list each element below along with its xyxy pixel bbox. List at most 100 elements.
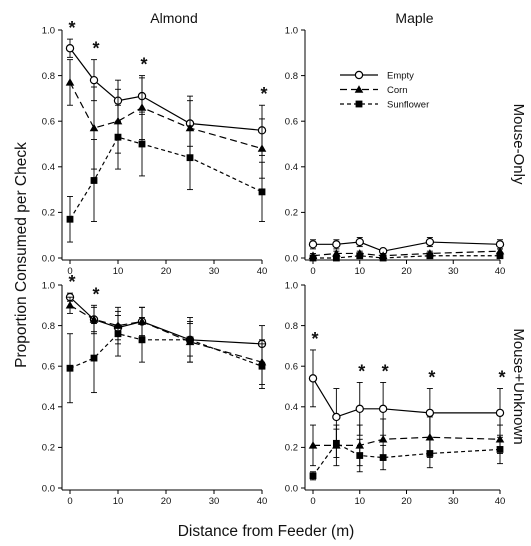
y-tick-label: 0.8 — [42, 321, 55, 332]
significance-marker: * — [92, 39, 99, 59]
series-line — [313, 241, 501, 252]
y-tick-label: 0.2 — [42, 443, 55, 454]
significance-marker: * — [92, 284, 99, 304]
significance-marker: * — [498, 368, 505, 388]
data-point — [332, 254, 340, 262]
x-tick-label: 20 — [161, 266, 172, 277]
x-tick-label: 30 — [209, 496, 220, 507]
series-empty — [308, 349, 505, 446]
y-tick-label: 1.0 — [285, 25, 298, 36]
series-sunflower — [66, 104, 266, 243]
y-tick-label: 0.0 — [285, 253, 298, 264]
series-line — [313, 436, 501, 446]
y-tick-label: 1.0 — [285, 280, 298, 291]
x-tick-label: 0 — [310, 266, 315, 277]
y-tick-label: 0.4 — [42, 162, 55, 173]
data-point — [89, 315, 99, 323]
x-tick-label: 10 — [354, 496, 365, 507]
x-tick-label: 10 — [354, 266, 365, 277]
data-point — [65, 301, 75, 309]
x-tick-label: 40 — [257, 266, 268, 277]
panel-3: 0.0 0.2 0.4 0.6 0.8 1.0 0 10 20 30 40 * * — [42, 272, 268, 507]
y-tick-label: 0.0 — [42, 483, 55, 494]
legend-label: Empty — [387, 71, 414, 82]
data-point — [309, 472, 317, 480]
data-point — [378, 404, 388, 414]
legend-marker — [354, 70, 364, 80]
legend-marker — [354, 85, 364, 93]
significance-marker: * — [358, 361, 365, 381]
data-point — [186, 336, 194, 344]
y-tick-label: 0.2 — [285, 443, 298, 454]
data-point — [426, 252, 434, 260]
y-tick-label: 1.0 — [42, 280, 55, 291]
y-tick-label: 0.8 — [285, 71, 298, 82]
data-point — [90, 354, 98, 362]
y-tick-label: 0.4 — [42, 402, 55, 413]
data-point — [309, 254, 317, 262]
data-point — [308, 240, 318, 249]
row-label: Mouse-Only — [510, 104, 527, 185]
x-tick-label: 10 — [113, 496, 124, 507]
data-point — [138, 336, 146, 344]
y-tick-label: 0.2 — [42, 208, 55, 219]
panel-title: Maple — [395, 10, 433, 26]
significance-marker: * — [260, 84, 267, 104]
data-point — [426, 450, 434, 457]
data-point — [65, 78, 75, 86]
significance-marker: * — [428, 368, 435, 388]
series-line — [69, 47, 263, 131]
data-point — [90, 177, 98, 184]
data-point — [114, 330, 122, 338]
row-label: Mouse+Unknown — [510, 328, 527, 444]
series-corn — [65, 296, 267, 385]
legend-label: Corn — [387, 85, 408, 96]
legend: Empty Corn Sunflower — [340, 71, 429, 111]
series-line — [69, 333, 263, 369]
data-point — [308, 441, 318, 449]
data-point — [379, 454, 387, 461]
y-tick-label: 0.8 — [285, 321, 298, 332]
data-point — [332, 412, 341, 422]
x-tick-label: 0 — [67, 496, 72, 507]
data-point — [114, 133, 122, 141]
data-point — [332, 240, 341, 249]
data-point — [89, 75, 99, 85]
x-tick-label: 0 — [310, 496, 315, 507]
y-axis-label: Proportion Consumed per Check — [13, 142, 30, 368]
x-tick-label: 20 — [401, 266, 412, 277]
data-point — [355, 404, 364, 414]
data-point — [495, 408, 505, 418]
legend-label: Sunflower — [387, 100, 429, 111]
data-point — [495, 240, 505, 249]
y-tick-label: 0.6 — [285, 362, 298, 373]
x-tick-label: 40 — [495, 266, 506, 277]
data-point — [138, 140, 146, 148]
data-point — [65, 44, 75, 53]
series-empty — [308, 237, 505, 256]
series-line — [69, 136, 263, 220]
series-line — [69, 296, 263, 345]
significance-marker: * — [140, 55, 147, 75]
data-point — [332, 439, 340, 447]
legend-marker — [355, 100, 363, 108]
y-tick-label: 0.4 — [285, 402, 298, 413]
data-point — [89, 123, 99, 132]
significance-marker: * — [382, 361, 389, 381]
panel-2: 0.0 0.2 0.4 0.6 0.8 1.0 0 10 20 30 40 Maple Mouse-On… — [285, 10, 527, 277]
data-point — [425, 432, 435, 441]
y-tick-label: 0.6 — [42, 362, 55, 373]
series-sunflower — [66, 310, 266, 404]
y-tick-label: 0.0 — [285, 483, 298, 494]
data-point — [496, 252, 504, 260]
significance-marker: * — [311, 329, 318, 349]
x-tick-label: 30 — [448, 266, 459, 277]
x-tick-label: 10 — [113, 266, 124, 277]
data-point — [258, 362, 266, 370]
x-tick-label: 40 — [495, 496, 506, 507]
panel-1: 0.0 0.2 0.4 0.6 0.8 1.0 0 10 20 30 40 Almond * * * * — [42, 10, 268, 277]
y-tick-label: 0.0 — [42, 253, 55, 264]
data-point — [356, 252, 364, 260]
series-line — [69, 304, 263, 363]
